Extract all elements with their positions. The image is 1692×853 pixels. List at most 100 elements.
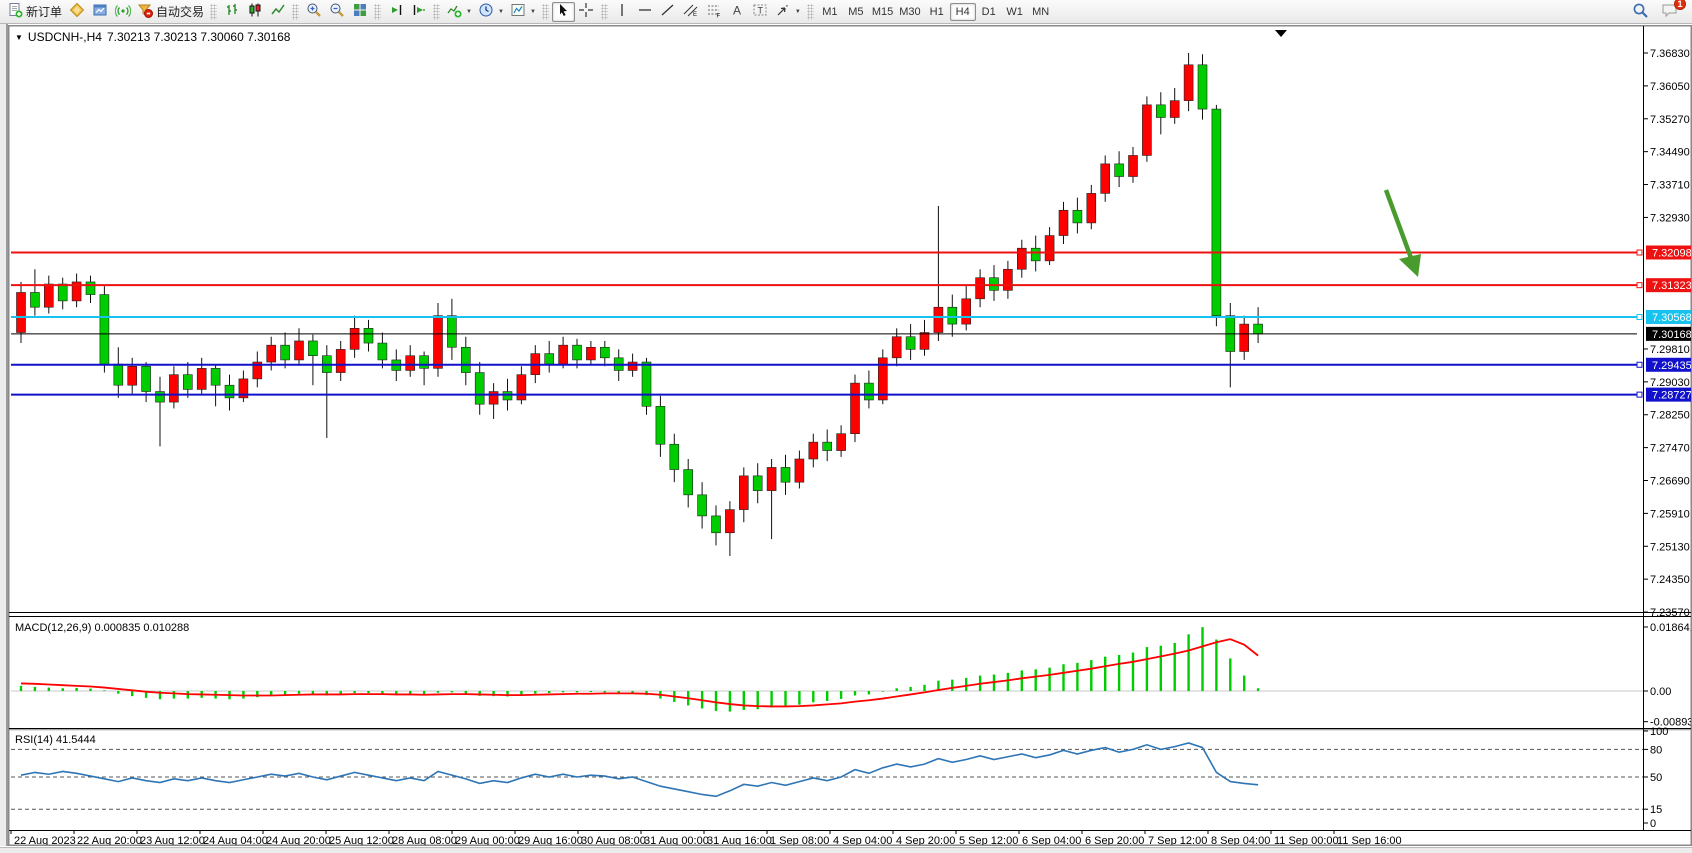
chart-shift-icon — [411, 2, 427, 21]
candle-body — [850, 382, 860, 435]
candle-body — [919, 332, 930, 350]
candle-body — [808, 441, 819, 460]
price-chart[interactable]: 7.36830 7.36050 7.35270 7.34490 7.33710 7.329… — [9, 26, 1691, 845]
notification-badge: 1 — [1674, 0, 1686, 10]
fibonacci-button[interactable]: F — [703, 2, 726, 22]
candle-body — [335, 349, 346, 373]
text-button[interactable]: A — [726, 2, 749, 22]
svg-text:7.25910: 7.25910 — [1650, 508, 1690, 520]
crosshair-button[interactable] — [575, 2, 598, 22]
svg-text:7.36050: 7.36050 — [1650, 81, 1690, 93]
svg-text:F: F — [717, 14, 721, 19]
chart-shift-button[interactable] — [407, 2, 430, 22]
cursor-button[interactable] — [551, 1, 575, 22]
chart-ohlc-values: 7.30213 7.30213 7.30060 7.30168 — [106, 30, 291, 44]
chevron-down-icon: ▼ — [529, 8, 536, 15]
new-order-button[interactable]: 新订单 — [4, 2, 65, 22]
mql5-market-button[interactable] — [65, 2, 88, 22]
toolbar-right: 1 — [1629, 0, 1688, 22]
candle-body — [460, 346, 471, 373]
timeframe-mn[interactable]: MN — [1032, 5, 1050, 18]
chart-profile-button[interactable] — [88, 2, 111, 22]
candle-body — [43, 283, 54, 308]
candle-body — [933, 306, 944, 333]
arrows-tool-button[interactable]: ▼ — [772, 2, 804, 22]
candlestick-button[interactable] — [243, 2, 266, 22]
candle-body — [822, 441, 833, 451]
candle-body — [224, 384, 235, 399]
signals-button[interactable] — [111, 2, 134, 22]
svg-text:0.018641: 0.018641 — [1650, 622, 1691, 634]
timeframe-m15[interactable]: M15 — [871, 5, 894, 18]
timeframe-m5[interactable]: M5 — [848, 5, 864, 18]
timeframe-m30[interactable]: M30 — [899, 5, 921, 18]
zoom-out-button[interactable] — [325, 2, 348, 22]
search-button[interactable] — [1629, 2, 1652, 22]
svg-text:7.23570: 7.23570 — [1650, 607, 1690, 619]
toolbar-separator — [292, 3, 300, 20]
svg-text:7.27470: 7.27470 — [1650, 443, 1690, 455]
template-icon — [510, 2, 526, 21]
price-label-text: 7.31323 — [1652, 280, 1691, 292]
svg-text:T: T — [758, 6, 764, 16]
timeframe-w1[interactable]: W1 — [1006, 5, 1023, 18]
ohlc-toggle-icon[interactable]: ▼ — [15, 32, 23, 42]
toolbar: 新订单 自动交易 — [0, 0, 1692, 24]
arrow-annotation — [1383, 189, 1421, 277]
vertical-line-button[interactable] — [611, 2, 634, 22]
horizontal-line-button[interactable] — [634, 2, 657, 22]
candle-body — [85, 281, 96, 295]
timeframe-h1[interactable]: H1 — [929, 5, 944, 18]
chat-button[interactable]: 1 — [1658, 0, 1686, 22]
left-splitter[interactable] — [0, 24, 8, 846]
blue-window-icon — [92, 2, 108, 21]
horizontal-line-icon — [637, 2, 653, 21]
zoom-in-button[interactable] — [302, 2, 325, 22]
text-label-icon: T — [752, 2, 768, 21]
macd-indicator-label: MACD(12,26,9) 0.000835 0.010288 — [15, 622, 190, 634]
toolbar-group-dropdowns: ▼ ▼ ▼ — [443, 1, 539, 23]
periods-button[interactable]: ▼ — [475, 2, 507, 22]
candle-body — [766, 467, 777, 491]
search-icon — [1632, 2, 1649, 22]
tile-windows-button[interactable] — [348, 2, 371, 22]
macd-signal-line — [20, 638, 1259, 708]
candle-body — [725, 509, 735, 534]
svg-text:-0.008934: -0.008934 — [1650, 717, 1691, 729]
timeframe-d1[interactable]: D1 — [981, 5, 996, 18]
candle-body — [905, 336, 916, 350]
candle-body — [1142, 104, 1152, 156]
timeframe-h4[interactable]: H4 — [949, 2, 976, 21]
level-handle — [1636, 314, 1643, 321]
candle-body — [836, 433, 846, 451]
candle-body — [238, 378, 249, 399]
candle-body — [572, 344, 582, 361]
time-label: 8 Sep 04:00 — [1211, 835, 1270, 845]
candle-body — [183, 374, 193, 390]
price-label-bg — [1646, 245, 1691, 260]
svg-text:7.28250: 7.28250 — [1650, 410, 1690, 422]
line-chart-button[interactable] — [266, 2, 289, 22]
bar-chart-button[interactable] — [220, 2, 243, 22]
time-label: 4 Sep 20:00 — [896, 835, 955, 845]
auto-scroll-button[interactable] — [384, 2, 407, 22]
candle-body — [1197, 64, 1208, 110]
indicators-icon — [446, 2, 462, 21]
templates-button[interactable]: ▼ — [507, 2, 539, 22]
toolbar-separator — [806, 3, 814, 20]
text-label-button[interactable]: T — [749, 2, 772, 22]
candle-body — [752, 475, 763, 491]
candle-body — [113, 363, 124, 386]
autotrade-button[interactable]: 自动交易 — [134, 2, 207, 22]
candle-body — [1100, 163, 1110, 194]
equidistant-channel-button[interactable]: E — [680, 2, 703, 22]
trendline-button[interactable] — [657, 2, 680, 22]
indicators-button[interactable]: ▼ — [443, 2, 475, 22]
zoom-out-icon — [329, 2, 345, 21]
timeframe-m1[interactable]: M1 — [822, 5, 838, 18]
candle-body — [641, 361, 652, 407]
macd-pane: 0.018641 0.00 -0.008934 — [19, 622, 1691, 729]
chart-window: 7.36830 7.36050 7.35270 7.34490 7.33710 7.329… — [8, 25, 1692, 846]
svg-text:50: 50 — [1650, 772, 1662, 784]
candle-body — [544, 353, 555, 365]
